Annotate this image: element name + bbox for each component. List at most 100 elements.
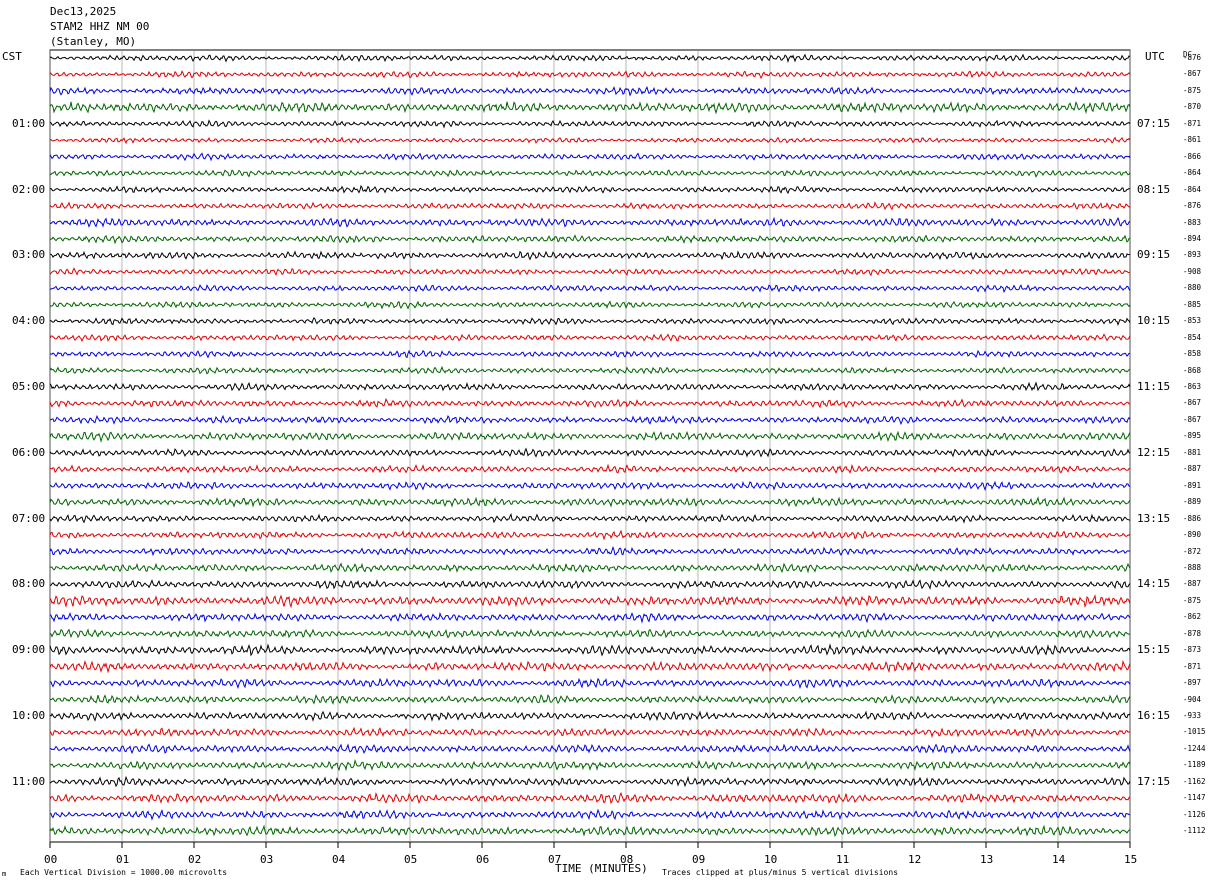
dc-offset-label: -887 (1183, 464, 1202, 474)
dc-offset-label: -887 (1183, 579, 1202, 589)
dc-offset-label: -894 (1183, 233, 1202, 243)
trace-row (49, 169, 1131, 178)
dc-offset-label: -881 (1183, 447, 1202, 457)
trace-row (49, 611, 1131, 624)
station-location: (Stanley, MO) (50, 35, 137, 48)
dc-offset-label: -895 (1183, 431, 1202, 441)
right-time-label: 16:15 (1137, 709, 1171, 722)
left-time-label: 04:00 (12, 314, 46, 328)
trace-row (49, 512, 1131, 524)
x-tick-label: 06 (476, 853, 490, 866)
corner-mark: m (2, 870, 7, 878)
trace-row (49, 447, 1131, 458)
trace-row (49, 365, 1131, 375)
right-time-label: 07:15 (1137, 116, 1171, 130)
x-tick-label: 14 (1052, 853, 1066, 866)
plot-date: Dec13,2025 (50, 5, 117, 18)
trace-row (49, 430, 1131, 443)
trace-row (49, 333, 1131, 343)
x-tick-label: 00 (44, 853, 58, 866)
x-tick-label: 04 (332, 853, 346, 866)
dc-offset-label: -888 (1183, 562, 1202, 572)
left-time-label: 05:00 (12, 380, 46, 393)
trace-row (49, 267, 1131, 277)
left-time-label: 07:00 (12, 511, 46, 525)
trace-row (49, 317, 1131, 327)
right-time-label: 17:15 (1137, 774, 1171, 788)
trace-row (49, 234, 1131, 245)
dc-offset-label: -867 (1183, 398, 1202, 408)
trace-row (49, 349, 1131, 359)
trace-row (49, 726, 1131, 739)
dc-offset-label: -878 (1183, 628, 1202, 638)
dc-offset-label: -867 (1183, 69, 1202, 79)
dc-offset-label: -853 (1183, 316, 1202, 326)
right-time-label: 12:15 (1137, 445, 1171, 459)
trace-row (49, 743, 1131, 755)
x-tick-label: 12 (908, 853, 922, 866)
left-time-label: 10:00 (12, 709, 46, 722)
x-tick-label: 07 (548, 853, 562, 866)
x-tick-label: 02 (188, 853, 202, 866)
dc-offset-label: -1244 (1183, 743, 1206, 753)
left-time-label: 01:00 (12, 116, 46, 130)
trace-row (49, 119, 1131, 129)
dc-offset-label: -1126 (1183, 809, 1206, 819)
x-tick-label: 15 (1124, 853, 1138, 866)
trace-row (49, 579, 1131, 590)
trace-row (49, 808, 1131, 821)
dc-offset-label: -870 (1183, 102, 1202, 112)
x-tick-label: 01 (116, 853, 130, 866)
trace-row (49, 201, 1131, 211)
dc-offset-label: -866 (1183, 151, 1202, 161)
dc-offset-label: -890 (1183, 530, 1202, 540)
trace-row (49, 381, 1131, 392)
dc-offset-label: -863 (1183, 382, 1202, 391)
x-tick-label: 10 (764, 853, 778, 866)
trace-row (49, 184, 1131, 195)
trace-row (49, 775, 1131, 788)
dc-offset-label: -886 (1183, 513, 1202, 523)
dc-offset-label: -1162 (1183, 776, 1206, 786)
dc-offset-label: -862 (1183, 612, 1202, 622)
trace-row (49, 216, 1131, 228)
trace-row (49, 643, 1131, 657)
x-axis-label: TIME (MINUTES) (555, 862, 648, 875)
dc-offset-label: -875 (1183, 595, 1202, 605)
dc-offset-label: -872 (1183, 546, 1202, 556)
trace-row (49, 824, 1131, 837)
x-tick-label: 11 (836, 853, 850, 866)
station-code: STAM2 HHZ NM 00 (50, 20, 150, 33)
trace-row (49, 85, 1131, 97)
left-time-label: 03:00 (12, 248, 46, 262)
trace-row (49, 101, 1131, 115)
x-tick-label: 09 (692, 853, 706, 866)
dc-offset-label: -1015 (1183, 727, 1206, 737)
trace-row (49, 70, 1131, 80)
dc-offset-label: -933 (1183, 711, 1202, 720)
dc-offset-label: -864 (1183, 168, 1202, 178)
dc-offset-label: -873 (1183, 645, 1202, 655)
trace-row (49, 283, 1131, 294)
trace-row (50, 463, 1131, 475)
x-tick-label: 13 (980, 853, 994, 866)
trace-row (49, 397, 1131, 409)
trace-row (49, 594, 1131, 609)
trace-row (49, 694, 1131, 705)
trace-row (49, 545, 1131, 557)
trace-row (49, 759, 1131, 772)
trace-row (49, 152, 1131, 162)
dc-offset-label: -885 (1183, 299, 1202, 309)
dc-offset-label: -891 (1183, 480, 1202, 490)
right-time-label: 13:15 (1137, 511, 1171, 525)
dc-offset-label: -867 (1183, 414, 1202, 424)
dc-offset-label: -854 (1183, 332, 1202, 342)
dc-header: DC (1183, 50, 1193, 59)
left-time-label: 08:00 (12, 577, 46, 591)
left-timezone-label: CST (2, 50, 22, 63)
clip-note: Traces clipped at plus/minus 5 vertical … (662, 868, 899, 877)
dc-offset-label: -908 (1183, 266, 1202, 276)
dc-offset-label: -861 (1183, 135, 1202, 145)
left-time-label: 06:00 (12, 445, 46, 459)
trace-row (50, 414, 1131, 426)
